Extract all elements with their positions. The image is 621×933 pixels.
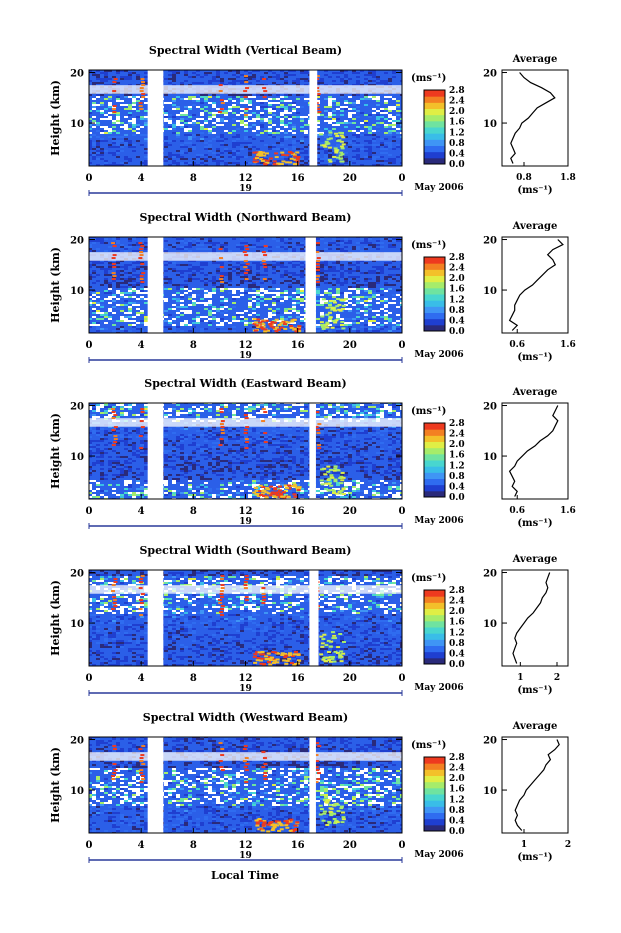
figure-svg: Spectral Width (Vertical Beam)1020Height…	[0, 0, 621, 929]
